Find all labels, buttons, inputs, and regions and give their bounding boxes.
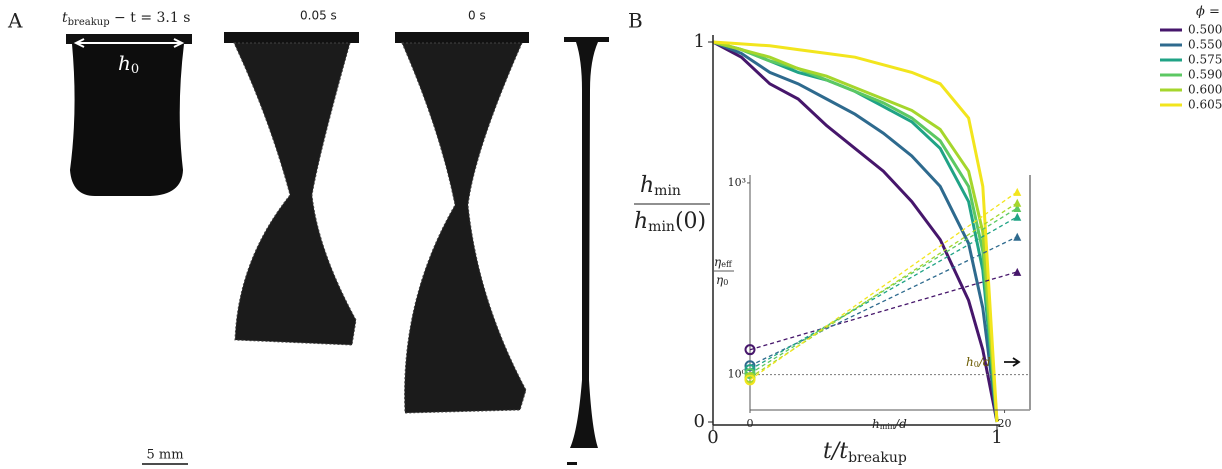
legend-label: 0.605 <box>1188 98 1222 112</box>
width-label: h0 <box>118 51 139 77</box>
x-tick-label: 0 <box>707 427 718 448</box>
y-axis-label-part: min <box>654 183 681 199</box>
x-tick-label: 1 <box>991 427 1002 448</box>
y-axis-label-part: (0) <box>675 209 706 234</box>
inset-x-label-part: min <box>880 422 895 431</box>
thread-photo <box>570 42 598 448</box>
legend-label: 0.550 <box>1188 38 1222 52</box>
width-label-part: h <box>118 51 131 75</box>
inset-plot: 10⁰ 10³ 0 20 <box>728 175 1031 430</box>
end-marker <box>1013 187 1022 196</box>
plate <box>564 37 609 42</box>
inset-x-label-part: h <box>872 417 880 431</box>
droplet-photo <box>70 44 184 196</box>
y-axis-label: hmin(0) <box>634 209 706 235</box>
reference-label-part: 0 <box>974 360 979 369</box>
frame-label: 0.05 s <box>300 9 337 23</box>
inset-y-label-part: 0 <box>723 278 728 287</box>
series-line <box>749 236 1018 367</box>
series-line <box>712 40 999 423</box>
plate <box>66 34 192 44</box>
end-marker <box>1013 198 1022 207</box>
series-line <box>749 271 1018 351</box>
inset-x-tick-label: 20 <box>998 417 1012 430</box>
start-marker <box>744 360 756 372</box>
plate <box>224 32 359 43</box>
frame-label-part: t <box>62 10 68 26</box>
reference-label-part: h <box>966 355 974 369</box>
start-marker <box>744 368 756 380</box>
inset-y-label-part: eff <box>721 260 733 269</box>
thread-photo-bottom <box>567 462 577 465</box>
series-line <box>712 40 999 423</box>
start-marker <box>744 374 756 386</box>
end-marker <box>1013 204 1022 213</box>
droplet-photo <box>401 42 527 414</box>
inset-x-label-part: /d <box>894 417 907 431</box>
y-axis-label-part: h <box>634 209 648 234</box>
width-arrow-heads <box>73 38 185 48</box>
end-marker <box>1013 267 1022 276</box>
legend-title: ϕ = <box>1196 5 1220 20</box>
y-tick-label: 0 <box>694 411 705 432</box>
inset-y-label: ηeff <box>714 255 733 270</box>
frame-label: 0 s <box>468 9 486 23</box>
x-axis-label-part: breakup <box>848 450 907 466</box>
series-line <box>749 207 1018 375</box>
frame-label: tbreakup − t = 3.1 s <box>62 10 190 28</box>
frame-label-part: − t = 3.1 s <box>110 10 191 26</box>
y-axis-label-part: min <box>648 219 675 235</box>
reference-arrow <box>1004 357 1021 367</box>
x-axis-label: t/tbreakup <box>823 439 907 466</box>
start-marker <box>744 364 756 376</box>
main-plot: 0 1 0 1 <box>694 31 1003 448</box>
inset-y-label-part: η <box>716 273 724 287</box>
y-axis-label: hmin <box>640 173 681 199</box>
panel-label: B <box>628 9 643 33</box>
y-tick-label: 1 <box>694 31 705 52</box>
inset-y-label-part: η <box>714 255 722 269</box>
end-marker <box>1013 212 1022 221</box>
start-marker <box>744 344 756 356</box>
legend-label: 0.575 <box>1188 53 1222 67</box>
plate <box>395 32 529 43</box>
series-line <box>749 191 1018 381</box>
scale-bar-label: 5 mm <box>146 448 183 463</box>
inset-y-tick-label: 10⁰ <box>728 368 747 381</box>
series-line <box>749 216 1018 371</box>
legend-label: 0.500 <box>1188 23 1222 37</box>
reference-label: h0/d <box>966 355 991 370</box>
panel-label: A <box>7 9 23 33</box>
reference-label-part: /d <box>978 355 991 369</box>
inset-x-tick-label: 0 <box>747 417 754 430</box>
inset-y-tick-label: 10³ <box>728 176 746 189</box>
legend-label: 0.600 <box>1188 83 1222 97</box>
frame-label-part: breakup <box>68 17 110 28</box>
width-label-part: 0 <box>131 62 139 77</box>
series-line <box>712 40 999 423</box>
inset-y-label: η0 <box>716 273 728 288</box>
x-axis-label-part: t/t <box>823 439 848 464</box>
series-line <box>712 40 999 423</box>
droplet-photo <box>233 42 357 346</box>
inset-x-label: hmin/d <box>872 417 907 432</box>
series-line <box>712 40 999 423</box>
y-axis-label-part: h <box>640 173 654 198</box>
end-marker <box>1013 232 1022 241</box>
series-line <box>749 202 1018 379</box>
legend-label: 0.590 <box>1188 68 1222 82</box>
